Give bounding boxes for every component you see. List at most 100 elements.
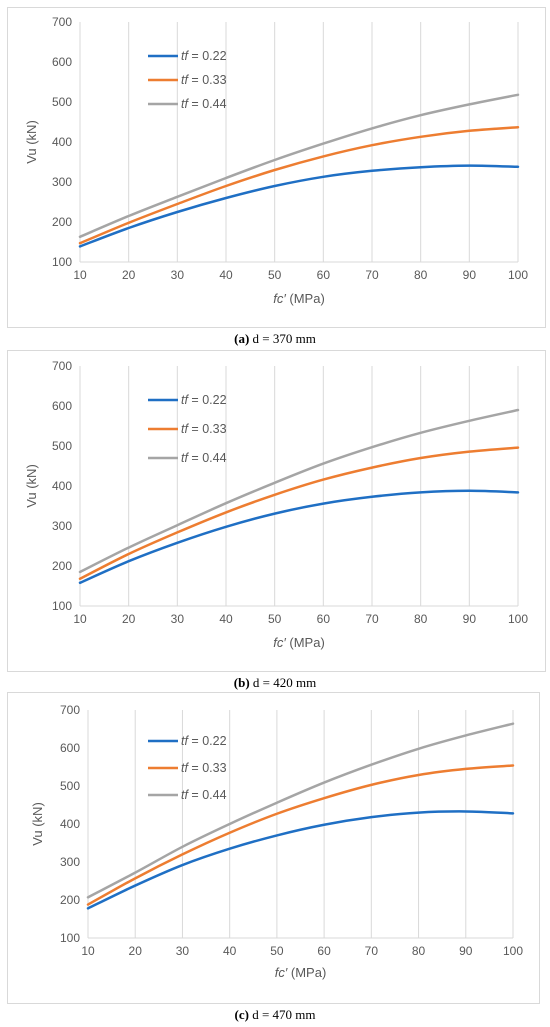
series-line-c-1 [86, 764, 515, 906]
legend-label-c-0: tf = 0.22 [181, 734, 227, 748]
caption-c-letter: (c) [234, 1007, 249, 1022]
x-tick-label-b-2: 30 [171, 612, 185, 626]
x-tick-label-c-0: 10 [81, 944, 95, 958]
x-tick-label-b-8: 90 [463, 612, 477, 626]
caption-a-text: d = 370 mm [252, 331, 316, 346]
y-tick-label-c-6: 700 [60, 703, 80, 717]
x-tick-label-a-9: 100 [508, 268, 528, 282]
legend-label-a-2: tf = 0.44 [181, 97, 227, 111]
legend-label-value-c-0: = 0.22 [188, 734, 227, 748]
x-tick-label-b-0: 10 [73, 612, 87, 626]
series-line-a-0 [78, 164, 520, 248]
caption-c-text: d = 470 mm [252, 1007, 316, 1022]
legend-label-b-1: tf = 0.33 [181, 422, 227, 436]
y-tick-label-b-3: 400 [52, 479, 72, 493]
chart-a: 100 200 300 400 500 600 700 10 20 30 40 50 60 70 80 90 1… [24, 15, 528, 306]
y-axis-title-a: Vu (kN) [24, 120, 39, 164]
x-tick-label-c-1: 20 [129, 944, 143, 958]
legend-label-symbol-a-0: tf [181, 49, 189, 63]
legend-label-value-a-0: = 0.22 [188, 49, 227, 63]
chart-panel-a: 100 200 300 400 500 600 700 10 20 30 40 50 60 70 80 90 1… [0, 0, 550, 350]
y-tick-label-c-1: 200 [60, 893, 80, 907]
y-tick-label-b-4: 500 [52, 439, 72, 453]
caption-c: (c) d = 470 mm [0, 1007, 550, 1023]
legend-label-value-c-2: = 0.44 [188, 788, 227, 802]
y-axis-title-b: Vu (kN) [24, 464, 39, 508]
legend-label-value-a-1: = 0.33 [188, 73, 227, 87]
series-line-c-0 [86, 810, 515, 910]
y-tick-label-c-0: 100 [60, 931, 80, 945]
series-line-a-1 [78, 125, 520, 245]
x-tick-label-a-0: 10 [73, 268, 87, 282]
series-line-b-0 [78, 489, 520, 585]
legend-label-symbol-c-1: tf [181, 761, 189, 775]
series-line-c-2 [86, 722, 515, 899]
x-axis-title-symbol-a: fc′ [273, 291, 286, 306]
legend-label-a-1: tf = 0.33 [181, 73, 227, 87]
x-tick-label-a-8: 90 [463, 268, 477, 282]
x-tick-label-c-9: 100 [503, 944, 523, 958]
legend-label-symbol-a-1: tf [181, 73, 189, 87]
legend-label-value-b-1: = 0.33 [188, 422, 227, 436]
x-tick-label-b-5: 60 [317, 612, 331, 626]
x-axis-title-unit-a: (MPa) [286, 291, 325, 306]
y-axis-title-c: Vu (kN) [30, 802, 45, 846]
legend-label-value-c-1: = 0.33 [188, 761, 227, 775]
x-axis-title-a: fc′ (MPa) [273, 291, 325, 306]
legend-label-value-b-0: = 0.22 [188, 393, 227, 407]
legend-label-c-1: tf = 0.33 [181, 761, 227, 775]
x-tick-label-a-1: 20 [122, 268, 136, 282]
x-tick-label-a-6: 70 [365, 268, 379, 282]
y-tick-label-a-0: 100 [52, 255, 72, 269]
y-tick-label-c-5: 600 [60, 741, 80, 755]
y-tick-label-c-2: 300 [60, 855, 80, 869]
x-tick-label-a-5: 60 [317, 268, 331, 282]
chart-panel-b: 100 200 300 400 500 600 700 10 20 30 40 50 60 70 80 90 1… [0, 348, 550, 694]
x-tick-label-a-3: 40 [219, 268, 233, 282]
y-tick-label-a-3: 400 [52, 135, 72, 149]
y-tick-label-b-5: 600 [52, 399, 72, 413]
y-tick-label-b-1: 200 [52, 559, 72, 573]
series-line-b-1 [78, 446, 520, 581]
caption-b-letter: (b) [233, 675, 250, 690]
x-axis-title-unit-b: (MPa) [286, 635, 325, 650]
legend-label-value-a-2: = 0.44 [188, 97, 227, 111]
x-tick-label-b-4: 50 [268, 612, 282, 626]
x-tick-label-c-8: 90 [459, 944, 473, 958]
caption-a: (a) d = 370 mm [0, 331, 550, 347]
x-tick-label-c-5: 60 [317, 944, 331, 958]
chart-b: 100 200 300 400 500 600 700 10 20 30 40 50 60 70 80 90 1… [24, 359, 528, 650]
y-tick-label-b-0: 100 [52, 599, 72, 613]
x-axis-title-b: fc′ (MPa) [273, 635, 325, 650]
legend-label-symbol-c-2: tf [181, 788, 189, 802]
x-tick-label-a-2: 30 [171, 268, 185, 282]
chart-frame-c [7, 692, 540, 1004]
x-tick-label-c-2: 30 [176, 944, 190, 958]
y-tick-label-b-6: 700 [52, 359, 72, 373]
y-tick-label-a-1: 200 [52, 215, 72, 229]
legend-label-value-b-2: = 0.44 [188, 451, 227, 465]
y-tick-label-c-3: 400 [60, 817, 80, 831]
x-tick-label-b-3: 40 [219, 612, 233, 626]
legend-label-b-0: tf = 0.22 [181, 393, 227, 407]
x-tick-label-b-7: 80 [414, 612, 428, 626]
y-tick-label-a-4: 500 [52, 95, 72, 109]
legend-label-symbol-a-2: tf [181, 97, 189, 111]
legend-label-symbol-b-0: tf [181, 393, 189, 407]
legend-label-c-2: tf = 0.44 [181, 788, 227, 802]
x-tick-label-c-6: 70 [365, 944, 379, 958]
x-tick-label-c-7: 80 [412, 944, 426, 958]
legend-label-symbol-c-0: tf [181, 734, 189, 748]
chart-frame-b [7, 350, 546, 672]
chart-frame-a [7, 7, 546, 328]
x-axis-title-symbol-c: fc′ [275, 965, 288, 980]
caption-b-text: d = 420 mm [252, 675, 317, 690]
y-tick-label-a-6: 700 [52, 15, 72, 29]
series-line-b-2 [78, 408, 520, 574]
x-tick-label-c-3: 40 [223, 944, 237, 958]
x-tick-label-b-6: 70 [365, 612, 379, 626]
caption-a-letter: (a) [234, 331, 250, 346]
x-tick-label-a-4: 50 [268, 268, 282, 282]
x-axis-title-c: fc′ (MPa) [275, 965, 327, 980]
y-tick-label-a-2: 300 [52, 175, 72, 189]
